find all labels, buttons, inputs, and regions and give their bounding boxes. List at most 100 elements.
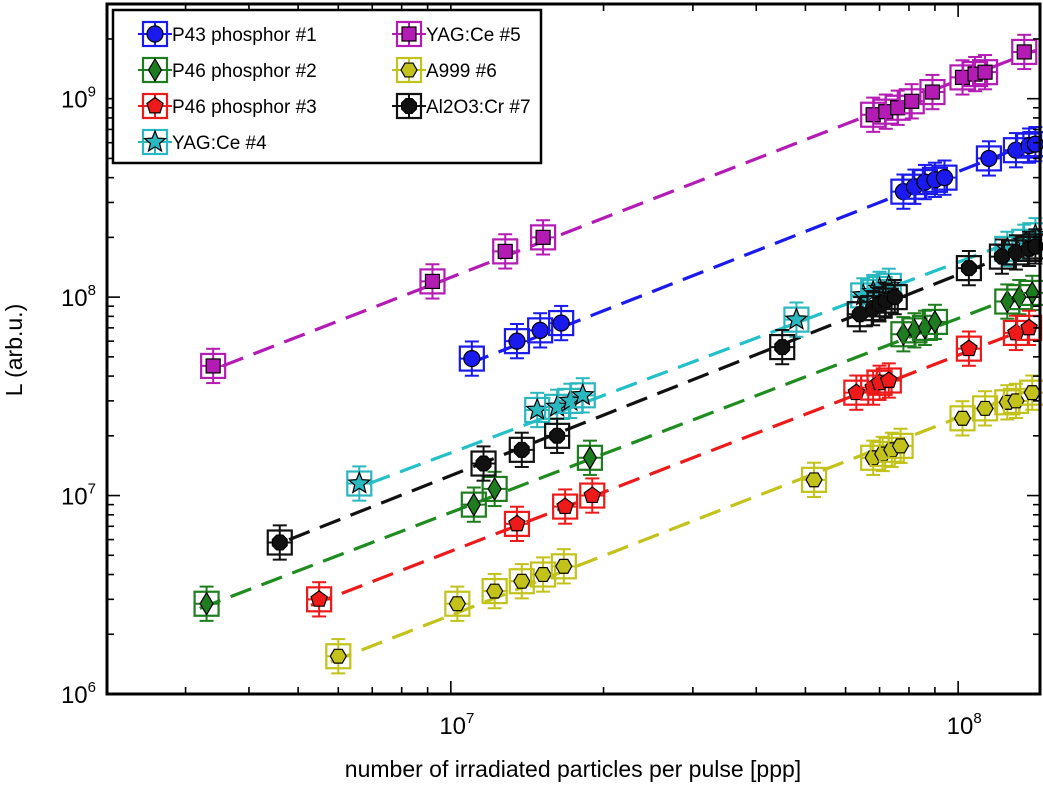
data-point-yag-ce-5 — [1011, 33, 1038, 71]
legend-marker-octagon — [401, 98, 417, 114]
data-point-yag-ce-5 — [492, 233, 519, 270]
marker-hexagon — [448, 596, 467, 612]
axis-ticks: 107 108 106 107 108 109 — [61, 3, 1040, 740]
marker-square — [977, 64, 993, 80]
marker-star — [347, 470, 372, 494]
marker-octagon — [886, 289, 903, 306]
legend-marker-diamond — [147, 57, 163, 83]
marker-octagon — [475, 455, 492, 472]
marker-square — [205, 358, 221, 374]
fit-lines — [199, 48, 1036, 664]
point-box — [508, 436, 535, 463]
marker-star — [570, 382, 595, 406]
series-p46-phosphor-2 — [193, 274, 1043, 622]
data-point-a999-6 — [508, 563, 535, 600]
point-box — [458, 345, 485, 372]
marker-circle — [552, 314, 570, 332]
legend-box — [111, 8, 543, 165]
legend-marker-circle — [146, 25, 164, 43]
point-box — [444, 590, 471, 617]
marker-hexagon — [805, 472, 823, 488]
data-point-a999-6 — [529, 556, 557, 593]
plot-frame — [105, 2, 1042, 696]
data-point-p43-phosphor-1 — [503, 323, 531, 360]
y-tick-label: 106 — [61, 679, 96, 709]
data-point-al2o3-cr-7 — [266, 524, 293, 561]
legend-item-al2o3-cr-7: Al2O3:Cr #7 — [392, 92, 531, 120]
marker-octagon — [774, 339, 791, 356]
point-box — [503, 510, 531, 537]
legend-marker-hexagon — [400, 62, 418, 78]
point-box — [949, 405, 976, 432]
data-point-p43-phosphor-1 — [458, 340, 485, 377]
point-box — [579, 482, 606, 509]
legend-label: YAG:Ce #4 — [172, 133, 267, 154]
marker-hexagon — [534, 566, 552, 583]
data-point-al2o3-cr-7 — [769, 328, 796, 366]
data-point-p46-phosphor-2 — [921, 303, 949, 341]
point-box — [887, 432, 914, 459]
data-point-p46-phosphor-2 — [460, 486, 487, 523]
point-box — [769, 333, 796, 361]
data-point-al2o3-cr-7 — [881, 278, 908, 316]
marker-octagon — [960, 260, 977, 277]
y-tick-label: 107 — [61, 481, 96, 511]
legend-box-marker — [141, 92, 169, 120]
point-box — [470, 450, 497, 477]
data-point-a999-6 — [971, 390, 999, 427]
point-box — [971, 395, 999, 422]
legend-label: P46 phosphor #3 — [172, 97, 317, 118]
marker-diamond — [582, 445, 598, 470]
point-box — [527, 317, 554, 344]
point-box — [550, 553, 577, 580]
marker-star — [784, 307, 809, 330]
point-box — [544, 422, 571, 449]
point-box — [481, 578, 508, 605]
marker-square — [904, 93, 920, 109]
y-tick-label: 108 — [61, 282, 96, 312]
data-point-p43-phosphor-1 — [931, 159, 958, 196]
point-box — [1022, 131, 1043, 158]
legend-label: YAG:Ce #5 — [426, 25, 521, 46]
series-yag-ce-5 — [200, 33, 1038, 385]
point-box — [881, 284, 908, 311]
point-box — [552, 493, 579, 520]
marker-square — [497, 243, 513, 259]
data-point-al2o3-cr-7 — [955, 249, 982, 287]
data-point-yag-ce-5 — [971, 54, 999, 91]
marker-circle — [980, 149, 998, 168]
marker-octagon — [549, 427, 566, 444]
marker-diamond — [199, 591, 214, 616]
legend-item-a999-6: A999 #6 — [392, 56, 497, 84]
legend-item-p43-phosphor-1: P43 phosphor #1 — [138, 20, 317, 48]
data-point-p43-phosphor-1 — [548, 304, 575, 342]
point-box — [931, 164, 958, 191]
legend-box-marker — [141, 20, 169, 48]
series-p46-phosphor-3 — [306, 309, 1043, 618]
data-point-p46-phosphor-2 — [576, 439, 604, 476]
data-point-p46-phosphor-3 — [552, 488, 579, 525]
y-tick-label: 109 — [61, 84, 96, 114]
point-box — [266, 529, 293, 556]
legend-label: P46 phosphor #2 — [172, 61, 317, 82]
marker-circle — [935, 169, 954, 187]
fit-line-p46-phosphor-2 — [199, 287, 1036, 610]
data-point-a999-6 — [887, 427, 914, 465]
series-p43-phosphor-1 — [458, 126, 1043, 377]
marker-diamond — [466, 492, 482, 517]
legend-label: A999 #6 — [426, 61, 497, 82]
marker-pentagon — [880, 371, 898, 388]
data-point-yag-ce-5 — [200, 347, 227, 385]
point-box — [800, 466, 828, 493]
marker-pentagon — [960, 339, 978, 357]
point-box — [529, 561, 557, 588]
data-point-yag-ce-5 — [872, 93, 899, 130]
marker-square — [424, 273, 441, 290]
x-tick-label: 108 — [947, 710, 982, 740]
data-point-al2o3-cr-7 — [544, 417, 571, 454]
data-point-yag-ce-4 — [524, 391, 551, 429]
point-box — [975, 145, 1003, 172]
data-point-yag-ce-5 — [419, 263, 446, 300]
point-box — [955, 335, 982, 362]
marker-hexagon — [329, 648, 347, 664]
